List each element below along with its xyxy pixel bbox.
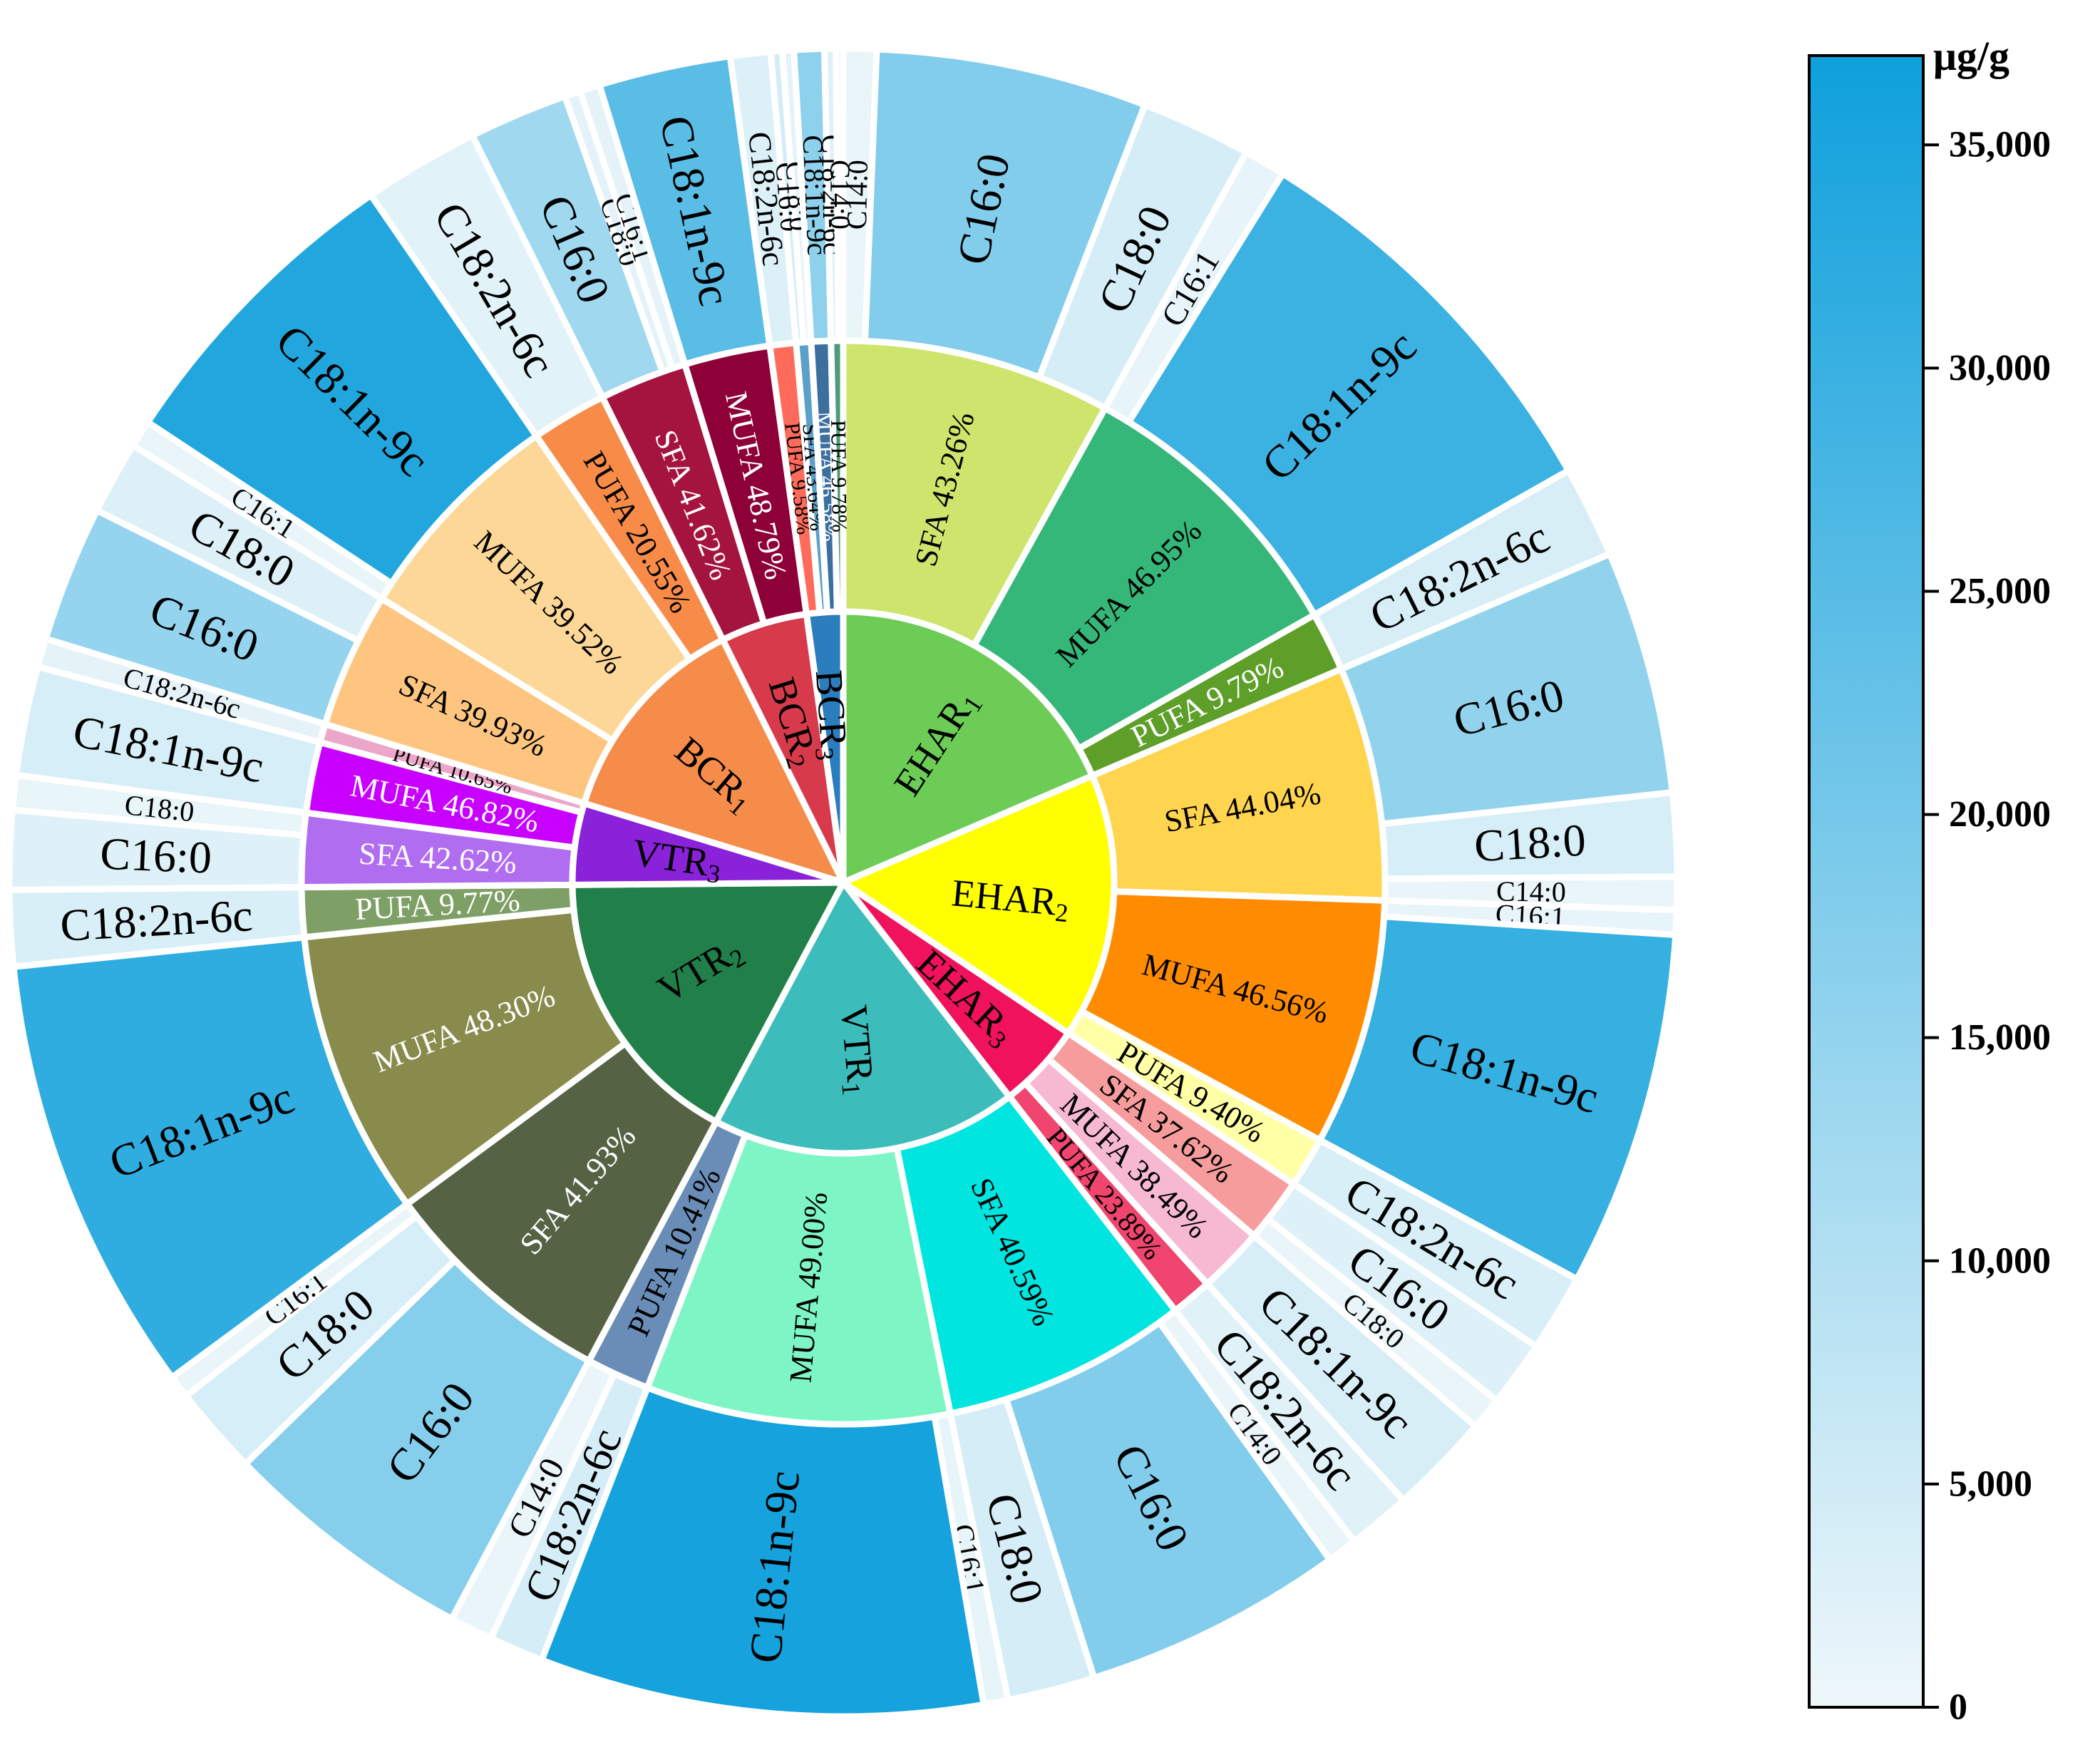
colorbar: μg/g 0 5,000 10,000 15,000 20,000 25,000 30,000… <box>1808 33 2051 1728</box>
colorbar-tick-label: 0 <box>1949 1687 1967 1728</box>
sample-slice <box>840 608 1097 887</box>
colorbar-tick-label: 15,000 <box>1949 1017 2051 1058</box>
fatty-acid-label: C18:2n-6c <box>59 890 254 951</box>
colorbar-tick-label: 25,000 <box>1949 571 2051 612</box>
colorbar-tick-label: 10,000 <box>1949 1240 2051 1281</box>
sample-label: EHAR2 <box>949 871 1071 927</box>
sample-slice <box>803 608 847 883</box>
colorbar-tick-label: 30,000 <box>1949 348 2051 388</box>
sample-label: VTR1 <box>830 1003 883 1096</box>
sample-label: BCR3 <box>805 669 856 761</box>
lipid-class-label: PUFA 9.78% <box>826 420 851 532</box>
colorbar-unit: μg/g <box>1933 33 2009 79</box>
sample-slice <box>580 635 850 888</box>
fatty-acid-label: C16:0 <box>99 828 212 883</box>
fatty-acid-label: C14:0 <box>824 160 856 230</box>
colorbar-tick-label: 20,000 <box>1949 794 2051 835</box>
fatty-acid-label: C18:0 <box>1473 815 1587 872</box>
colorbar-gradient <box>1808 54 1925 1709</box>
sample-slice <box>711 876 1014 1157</box>
lipid-class-ring: SFA 43.26%MUFA 46.95%PUFA 9.79%SFA 44.04… <box>298 337 1389 1428</box>
sample-slice <box>569 879 849 1126</box>
colorbar-tick-label: 35,000 <box>1949 125 2051 165</box>
sample-slice <box>836 771 1118 1038</box>
colorbar-tick-label: 5,000 <box>1949 1463 2032 1504</box>
